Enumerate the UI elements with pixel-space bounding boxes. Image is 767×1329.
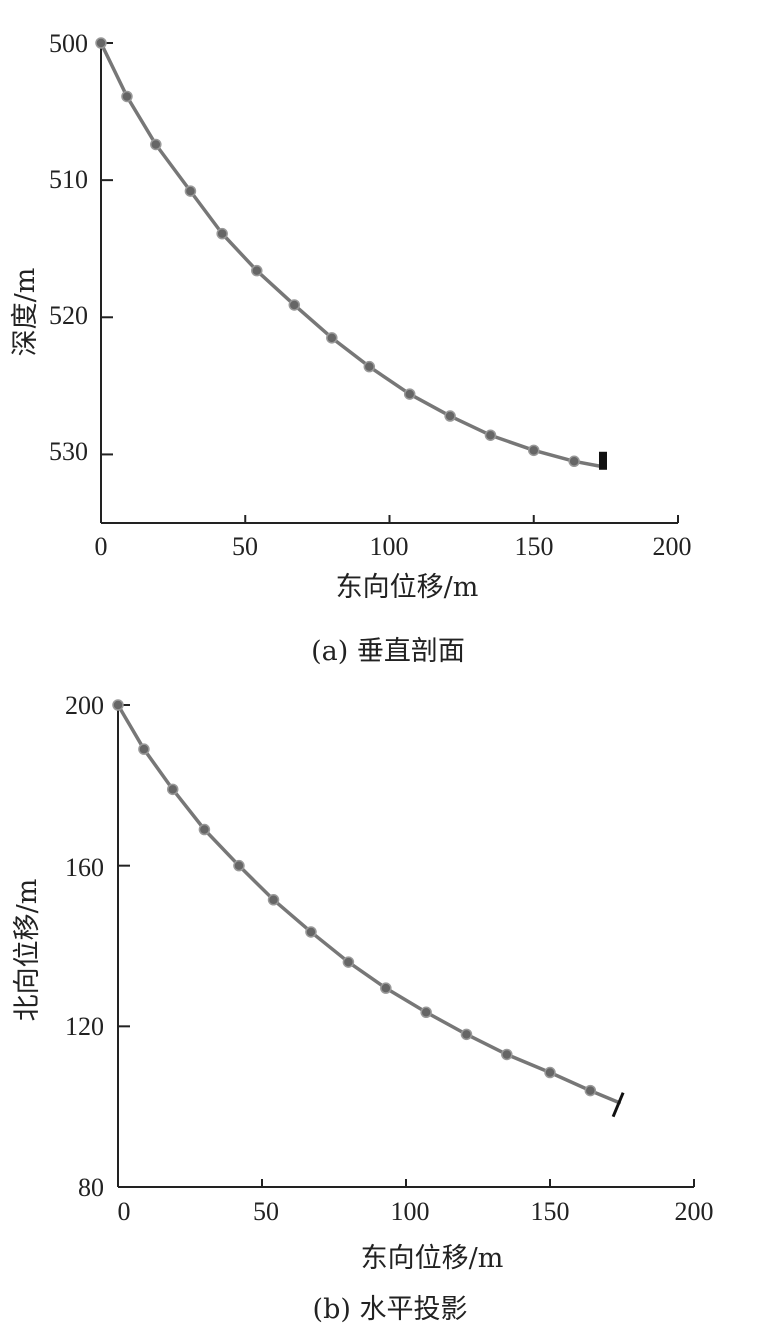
chart-b-data-point: [198, 823, 211, 836]
chart-b-data-point: [112, 699, 124, 711]
chart-b-data-point: [420, 1006, 432, 1019]
chart-a-y-tick-label: 520: [49, 301, 88, 330]
chart-a-series-line: [99, 41, 605, 469]
chart-b-marks: [112, 699, 695, 1188]
chart-b-data-point: [544, 1066, 556, 1079]
chart-b-data-point: [267, 894, 280, 906]
chart-a-x-tick-label: 0: [95, 532, 108, 561]
chart-a-data-point: [95, 37, 107, 49]
chart-b-data-point: [233, 859, 245, 872]
chart-a-x-axis-label: 东向位移/m: [336, 572, 479, 603]
chart-a-data-point: [150, 138, 162, 151]
chart-a-data-point: [251, 264, 263, 277]
chart-a-data-point: [184, 185, 197, 197]
chart-b-data-point: [460, 1028, 473, 1041]
chart-a-y-axis-label: 深度/m: [10, 268, 41, 357]
chart-b-x-tick-label: 0: [118, 1197, 131, 1226]
chart-b-x-axis-label: 东向位移/m: [361, 1243, 504, 1274]
chart-a-y-tick-label: 510: [49, 165, 88, 194]
chart-b-x-tick-label: 100: [391, 1197, 430, 1226]
chart-a-x-tick-label: 200: [653, 532, 692, 561]
chart-b-caption: (b) 水平投影: [313, 1294, 468, 1325]
chart-a-y-tick-label: 500: [49, 29, 88, 58]
chart-b-x-tick-label: 150: [531, 1197, 570, 1226]
chart-b-y-tick-label: 200: [65, 691, 104, 720]
chart-a-data-point: [216, 227, 228, 240]
chart-b-y-tick-label: 160: [65, 853, 104, 882]
chart-a-data-point: [363, 360, 376, 373]
chart-b-data-point: [305, 926, 317, 938]
chart-b-data-point: [501, 1048, 513, 1061]
chart-a-end-marker: [598, 451, 607, 470]
chart-a-caption: (a) 垂直剖面: [311, 636, 465, 667]
chart-a: 0 50 100 150 200 500 510 520 530 东向位移/m …: [10, 29, 692, 667]
chart-b-y-tick-label: 80: [78, 1173, 104, 1202]
chart-a-data-point: [326, 332, 338, 344]
chart-a-data-point: [403, 388, 416, 400]
chart-a-data-point: [484, 429, 497, 441]
chart-a-marks: [95, 37, 679, 523]
chart-a-data-point: [288, 299, 301, 311]
chart-b: 0 50 100 150 200 200 160 120 80 东向位移/m 北…: [12, 691, 714, 1325]
chart-b-data-point: [584, 1084, 597, 1097]
chart-b-data-point: [342, 956, 355, 968]
chart-b-x-tick-label: 200: [675, 1197, 714, 1226]
chart-a-y-tick-label: 530: [49, 437, 88, 466]
chart-a-data-point: [444, 410, 456, 422]
chart-b-series-line: [116, 703, 621, 1105]
chart-a-data-point: [121, 90, 133, 103]
chart-b-y-tick-label: 120: [65, 1012, 104, 1041]
chart-a-x-tick-label: 50: [232, 532, 258, 561]
chart-b-y-axis-label: 北向位移/m: [12, 879, 43, 1022]
chart-a-x-tick-label: 100: [370, 532, 409, 561]
chart-b-x-tick-label: 50: [253, 1197, 279, 1226]
chart-b-data-point: [166, 783, 179, 796]
chart-b-data-point: [380, 982, 392, 994]
chart-a-data-point: [528, 444, 540, 457]
chart-b-data-point: [138, 743, 150, 755]
chart-a-data-point: [568, 455, 580, 468]
chart-a-x-tick-label: 150: [515, 532, 554, 561]
chart-b-end-marker: [611, 1092, 625, 1118]
